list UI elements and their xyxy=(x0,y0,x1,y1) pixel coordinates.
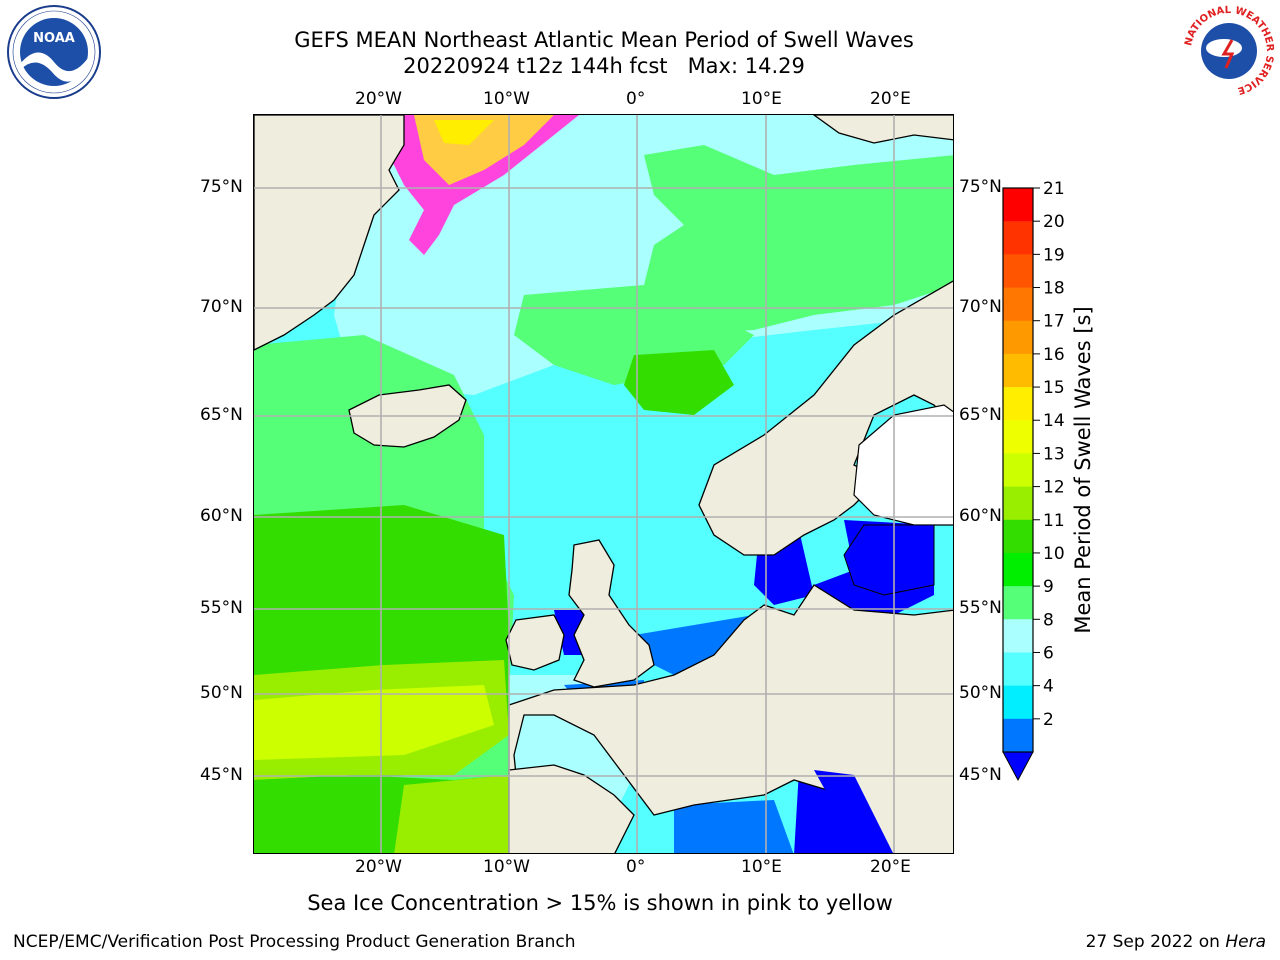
ocean-field-9-10s xyxy=(644,145,953,335)
greenland xyxy=(254,115,405,351)
ocean-field-10-11s xyxy=(624,350,734,415)
lon-label-bottom: 20°E xyxy=(870,857,911,877)
colorbar-tick-label: 12 xyxy=(1043,478,1065,498)
colorbar-swatch xyxy=(1003,519,1033,554)
chart-title-line1: GEFS MEAN Northeast Atlantic Mean Period… xyxy=(294,28,914,52)
lat-label-left: 75°N xyxy=(200,177,243,197)
colorbar-swatch xyxy=(1003,387,1033,421)
lat-label-right: 60°N xyxy=(959,506,1002,526)
colorbar-tick-label: 18 xyxy=(1043,279,1065,299)
colorbar-swatch xyxy=(1003,586,1033,620)
colorbar-tick-label: 4 xyxy=(1043,677,1054,697)
colorbar-tick-label: 10 xyxy=(1043,544,1065,564)
noaa-logo: NOAA xyxy=(7,5,101,99)
lat-label-right: 55°N xyxy=(959,598,1002,618)
baltic-no-data xyxy=(853,404,953,526)
colorbar-swatch xyxy=(1003,552,1033,587)
ireland xyxy=(505,614,565,671)
colorbar-tick-label: 9 xyxy=(1043,577,1054,597)
lat-label-right: 75°N xyxy=(959,177,1002,197)
baltic-sea xyxy=(843,524,935,596)
lat-label-right: 45°N xyxy=(959,765,1002,785)
footer-branch: NCEP/EMC/Verification Post Processing Pr… xyxy=(13,932,576,952)
colorbar-tick-label: 2 xyxy=(1043,710,1054,730)
lon-label-bottom: 10°E xyxy=(741,857,782,877)
colorbar-swatch xyxy=(1003,652,1033,687)
graticule xyxy=(254,115,953,853)
scandinavia xyxy=(698,280,953,556)
lat-label-left: 65°N xyxy=(200,405,243,425)
colorbar-tick-label: 16 xyxy=(1043,345,1065,365)
lat-label-left: 55°N xyxy=(200,598,243,618)
colorbar-tick-label: 8 xyxy=(1043,610,1054,630)
colorbar-tick-label: 21 xyxy=(1043,180,1065,199)
colorbar-tick-label: 13 xyxy=(1043,444,1065,464)
swell-period-map xyxy=(253,114,954,854)
lat-label-left: 70°N xyxy=(200,297,243,317)
lat-label-right: 65°N xyxy=(959,405,1002,425)
footer-host: Hera xyxy=(1225,932,1266,952)
colorbar-swatch xyxy=(1003,718,1033,753)
colorbar-label: Mean Period of Swell Waves [s] xyxy=(1071,306,1095,634)
colorbar-tick-label: 15 xyxy=(1043,378,1065,398)
lon-label-bottom: 20°W xyxy=(355,857,402,877)
colorbar-swatch xyxy=(1003,353,1033,388)
colorbar-tick-label: 11 xyxy=(1043,511,1065,531)
colorbar-swatch xyxy=(1003,254,1033,289)
iberia xyxy=(508,764,635,853)
colorbar-tick-label: 6 xyxy=(1043,643,1054,663)
footer-date: 27 Sep 2022 on Hera xyxy=(1086,932,1266,952)
ocean-field-13-14s xyxy=(254,685,494,760)
svalbard xyxy=(812,115,953,144)
lat-label-right: 50°N xyxy=(959,683,1002,703)
colorbar-swatch xyxy=(1003,486,1033,521)
colorbar-tick-label: 19 xyxy=(1043,245,1065,265)
lon-label-top: 10°E xyxy=(741,89,782,109)
colorbar-swatch xyxy=(1003,287,1033,322)
colorbar-tick-label: 17 xyxy=(1043,312,1065,332)
sea-ice-caption: Sea Ice Concentration > 15% is shown in … xyxy=(307,891,893,915)
lon-label-top: 10°W xyxy=(483,89,530,109)
colorbar-tick-label: 20 xyxy=(1043,212,1065,232)
chart-title-line2: 20220924 t12z 144h fcst Max: 14.29 xyxy=(403,54,805,78)
lon-label-bottom: 0° xyxy=(626,857,646,877)
lat-label-left: 50°N xyxy=(200,683,243,703)
lon-label-bottom: 10°W xyxy=(483,857,530,877)
noaa-logo-text: NOAA xyxy=(33,31,75,46)
colorbar: 21 20 19 18 17 16 15 14 13 12 11 10 9 8 6 4 2 xyxy=(1002,180,1065,782)
colorbar-swatch xyxy=(1003,188,1033,222)
colorbar-tick-label: 14 xyxy=(1043,411,1065,431)
colorbar-swatch xyxy=(1003,619,1033,653)
colorbar-swatch xyxy=(1003,453,1033,488)
footer-date-text: 27 Sep 2022 on xyxy=(1085,932,1226,952)
great-britain xyxy=(568,539,655,688)
lat-label-left: 60°N xyxy=(200,506,243,526)
map-canvas xyxy=(254,115,953,853)
lon-label-top: 20°E xyxy=(870,89,911,109)
colorbar-swatch xyxy=(1003,685,1033,720)
colorbar-frame xyxy=(1002,187,1034,753)
colorbar-swatch xyxy=(1003,320,1033,355)
colorbar-swatch xyxy=(1003,420,1033,454)
nws-logo: NATIONAL WEATHER SERVICE xyxy=(1183,5,1275,97)
lon-label-top: 0° xyxy=(626,89,646,109)
lat-label-right: 70°N xyxy=(959,297,1002,317)
colorbar-swatch xyxy=(1003,221,1033,255)
colorbar-extend-triangle xyxy=(1002,751,1034,782)
lat-label-left: 45°N xyxy=(200,765,243,785)
lon-label-top: 20°W xyxy=(355,89,402,109)
